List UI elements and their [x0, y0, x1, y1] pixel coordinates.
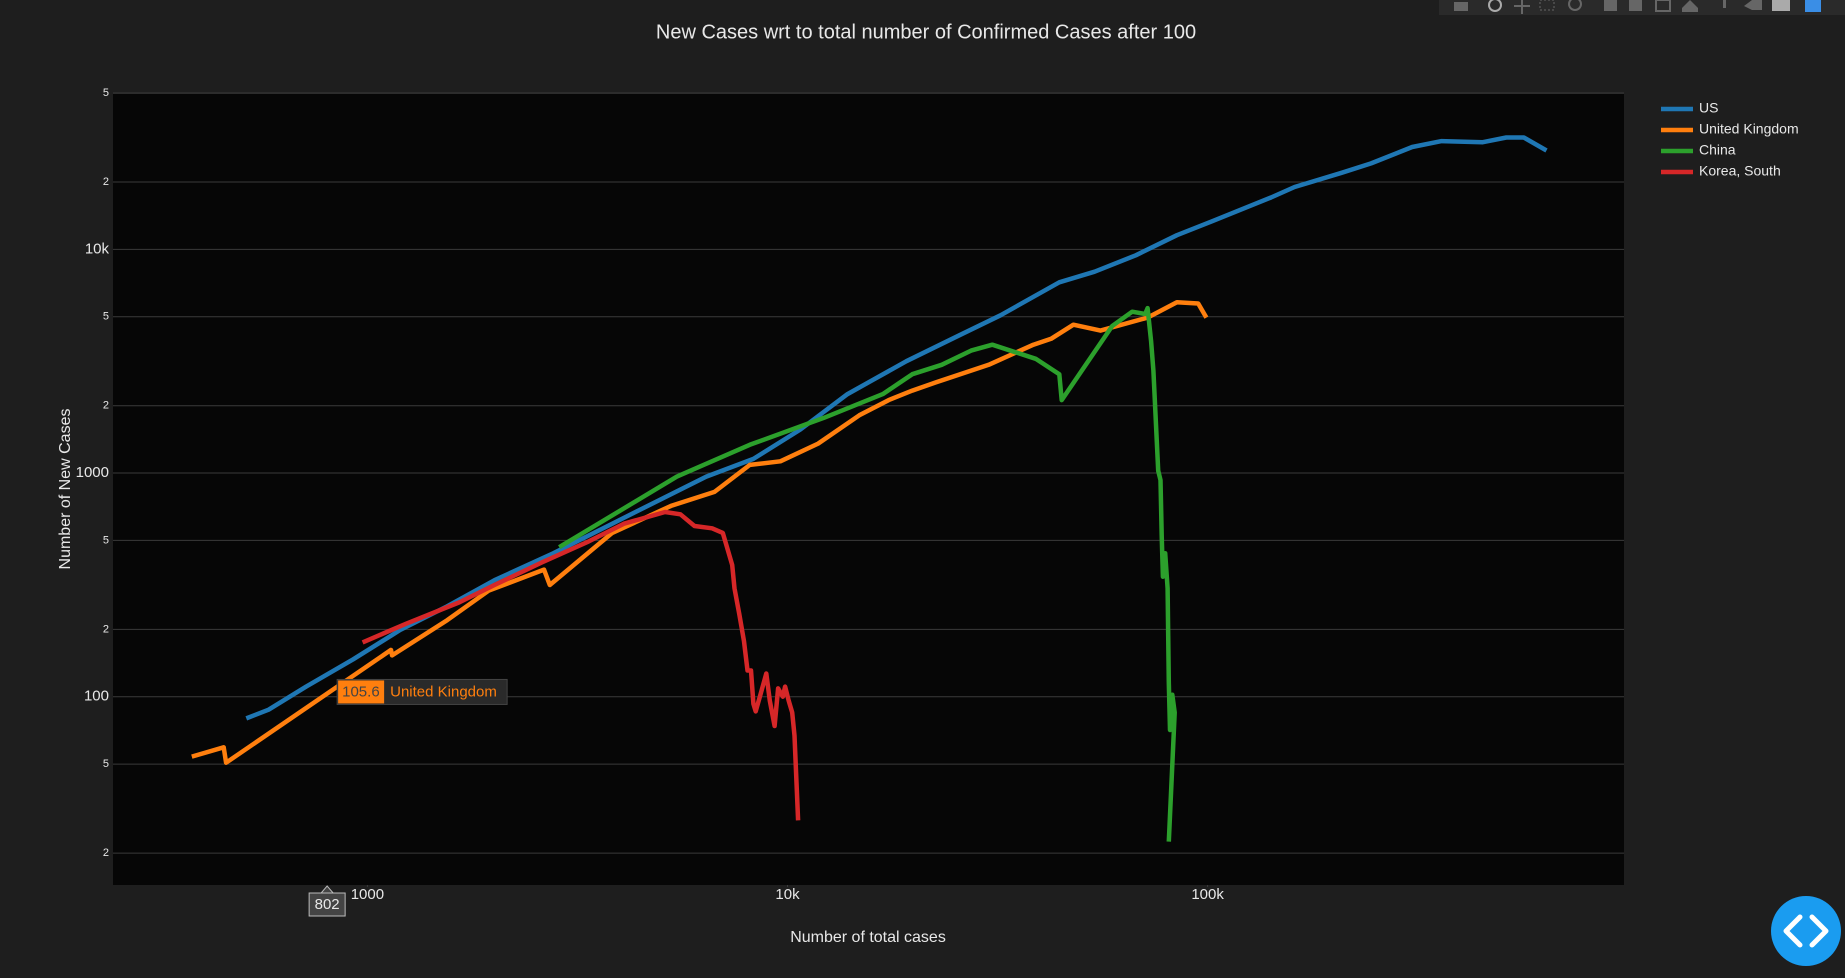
- x-tick-label: 1000: [351, 886, 384, 903]
- y-tick-label: 10k: [85, 240, 110, 257]
- hover-series-name: United Kingdom: [390, 683, 497, 700]
- toolbar: [1439, 0, 1845, 15]
- y-tick-label: 2: [103, 400, 109, 412]
- hover-y-value: 105.6: [342, 683, 380, 700]
- y-tick-label: 5: [103, 534, 109, 546]
- legend-label: China: [1699, 142, 1736, 158]
- series: [191, 300, 1209, 765]
- y-tick-label: 5: [103, 87, 109, 99]
- hover-x-value: 802: [315, 896, 340, 913]
- hover-y-value-box: [338, 680, 385, 704]
- legend: US United Kingdom China Korea, South: [1661, 100, 1799, 179]
- chart-title: New Cases wrt to total number of Confirm…: [656, 21, 1196, 43]
- y-tick-label: 2: [103, 176, 109, 188]
- lasso-icon[interactable]: [1568, 0, 1582, 11]
- line: [191, 300, 1209, 765]
- hover-compare-icon[interactable]: [1772, 0, 1790, 11]
- zoom-out-icon[interactable]: [1629, 0, 1642, 11]
- pan-icon[interactable]: [1514, 0, 1530, 14]
- x-tick-label: 100k: [1191, 886, 1224, 903]
- legend-label: US: [1699, 100, 1718, 116]
- legend-label: Korea, South: [1699, 163, 1781, 179]
- line: [558, 305, 1177, 842]
- series: [361, 509, 801, 821]
- grid: [113, 92, 1624, 854]
- line: [361, 509, 801, 821]
- y-tick-label: 5: [103, 311, 109, 323]
- y-tick-label: 100: [84, 688, 109, 705]
- y-tick-label: 5: [103, 758, 109, 770]
- hover-label: 105.6 United Kingdom 802: [308, 678, 508, 917]
- zoom-in-icon[interactable]: [1604, 0, 1617, 11]
- code-button-icon[interactable]: [1783, 914, 1829, 948]
- autoscale-icon[interactable]: [1655, 0, 1671, 12]
- y-tick-label: 2: [103, 847, 109, 859]
- zoom-icon[interactable]: [1488, 0, 1502, 12]
- x-axis-title: Number of total cases: [790, 929, 946, 946]
- plotly-logo[interactable]: [1805, 0, 1821, 12]
- hover-x-box: [308, 892, 346, 917]
- camera-icon[interactable]: [1454, 2, 1468, 11]
- hover-x-pointer: [320, 885, 334, 894]
- y-axis-title: Number of New Cases: [57, 409, 74, 570]
- home-icon[interactable]: [1682, 0, 1698, 12]
- legend-label: United Kingdom: [1699, 121, 1799, 137]
- spike-icon[interactable]: [1723, 0, 1726, 8]
- plot-area: [113, 94, 1624, 885]
- hover-closest-icon[interactable]: [1744, 0, 1762, 10]
- x-tick-label: 10k: [775, 886, 800, 903]
- y-tick-label: 1000: [76, 464, 109, 481]
- y-tick-label: 2: [103, 623, 109, 635]
- code-button-circle[interactable]: [1771, 896, 1841, 966]
- series: [558, 305, 1177, 842]
- code-button[interactable]: [1771, 896, 1841, 966]
